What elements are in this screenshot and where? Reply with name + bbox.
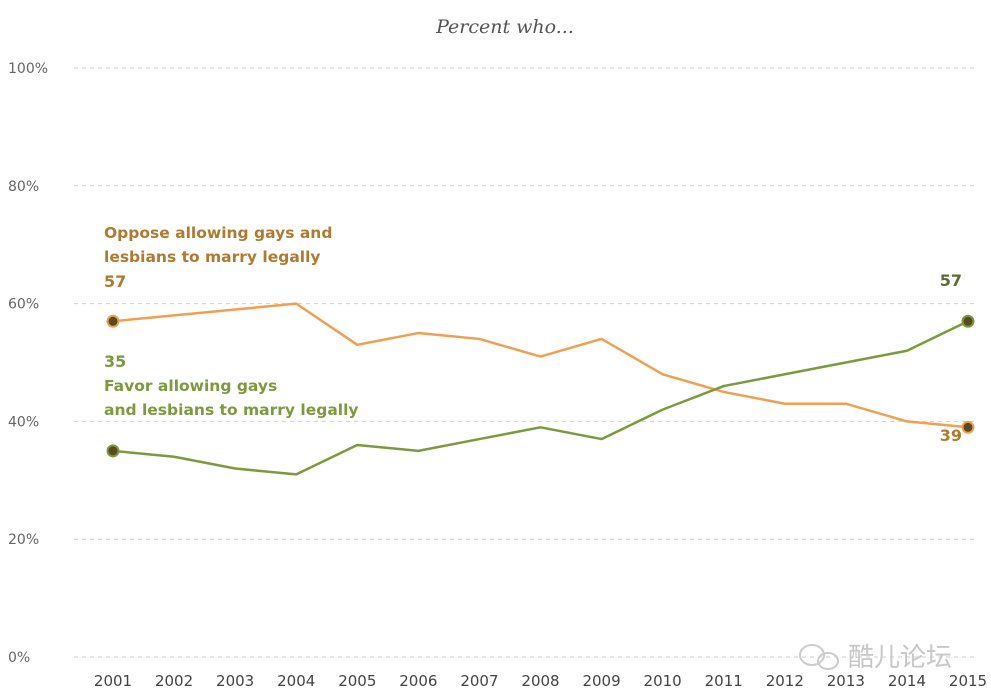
favor-end-value: 57 (940, 271, 962, 290)
watermark-text: 酷儿论坛 (848, 643, 952, 673)
favor-series-label: and lesbians to marry legally (104, 401, 359, 419)
x-tick-label: 2005 (338, 672, 376, 690)
x-axis-ticks: 2001 2002 2003 2004 2005 2006 2007 2008 2009 2010… (94, 672, 987, 690)
x-tick-label: 2007 (460, 672, 498, 690)
y-tick-label: 20% (8, 532, 39, 548)
favor-series-label: Favor allowing gays (104, 377, 277, 395)
favor-start-value: 35 (104, 352, 126, 371)
watermark: 酷儿论坛 (799, 643, 952, 673)
x-tick-label: 2009 (582, 672, 620, 690)
x-tick-label: 2001 (94, 672, 132, 690)
y-tick-label: 80% (8, 179, 39, 195)
x-tick-label: 2006 (399, 672, 437, 690)
oppose-end-value: 39 (940, 426, 962, 445)
oppose-start-value: 57 (104, 272, 126, 291)
wechat-icon (799, 644, 839, 670)
y-axis-ticks: 0% 20% 40% 60% 80% 100% (8, 61, 48, 666)
x-tick-label: 2011 (705, 672, 743, 690)
x-tick-label: 2013 (827, 672, 865, 690)
x-tick-label: 2008 (521, 672, 559, 690)
series-lines (106, 302, 975, 476)
data-point-favor (106, 444, 120, 458)
series-labels: Oppose allowing gays and lesbians to marr… (104, 224, 962, 445)
series-line-favor (112, 320, 969, 476)
y-tick-label: 40% (8, 414, 39, 430)
oppose-series-label: Oppose allowing gays and (104, 224, 332, 242)
x-tick-label: 2003 (216, 672, 254, 690)
y-tick-label: 60% (8, 297, 39, 313)
y-tick-label: 100% (8, 61, 48, 77)
x-tick-label: 2004 (277, 672, 315, 690)
x-tick-label: 2012 (766, 672, 804, 690)
gridlines (74, 67, 975, 658)
x-tick-label: 2010 (644, 672, 682, 690)
x-tick-label: 2014 (888, 672, 926, 690)
y-tick-label: 0% (8, 650, 30, 666)
oppose-series-label: lesbians to marry legally (104, 248, 321, 266)
chart-subtitle: Percent who... (435, 16, 574, 38)
data-point-favor (961, 314, 975, 328)
data-point-oppose (961, 420, 975, 434)
x-tick-label: 2015 (949, 672, 987, 690)
series-line-oppose (112, 302, 969, 429)
x-tick-label: 2002 (155, 672, 193, 690)
data-point-oppose (106, 314, 120, 328)
